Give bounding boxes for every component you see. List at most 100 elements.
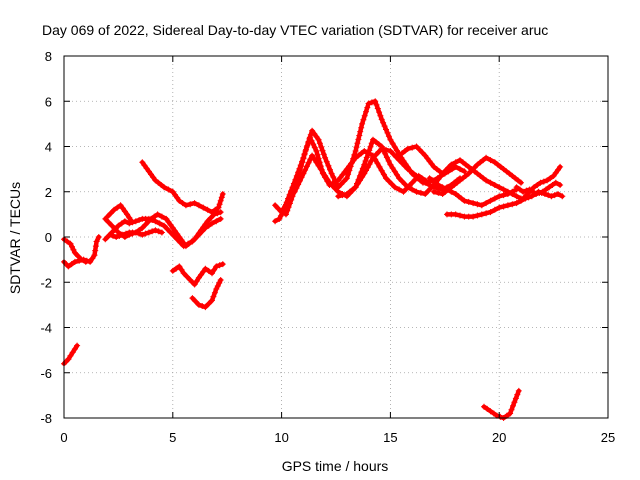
plus-marker [389, 165, 396, 171]
plus-marker [399, 178, 405, 185]
plus-marker [365, 150, 371, 157]
plus-marker [93, 238, 100, 245]
plus-marker [439, 170, 446, 177]
plus-marker [383, 146, 389, 153]
plus-marker [391, 168, 398, 175]
plus-marker [444, 186, 450, 193]
plus-marker [555, 191, 561, 197]
plus-marker [457, 166, 463, 173]
plus-marker [161, 184, 168, 191]
plus-marker [537, 179, 544, 186]
plus-marker [478, 202, 485, 209]
plus-marker [370, 154, 376, 161]
plus-marker [142, 221, 149, 228]
plus-marker [487, 179, 494, 186]
plus-marker [487, 408, 494, 415]
plus-marker [396, 186, 403, 193]
plus-marker [361, 112, 368, 119]
plus-marker [387, 136, 394, 143]
plus-marker [327, 166, 333, 173]
y-tick-label: 8 [45, 49, 52, 64]
plus-marker [367, 143, 374, 150]
plus-marker [128, 218, 135, 225]
plus-marker [74, 342, 81, 349]
plus-marker [346, 167, 353, 174]
plus-marker [145, 218, 152, 225]
data-series [426, 175, 520, 209]
plus-marker [213, 263, 220, 270]
plus-marker [549, 182, 556, 188]
plus-marker [207, 214, 214, 221]
plus-marker [509, 201, 516, 208]
plus-marker [487, 157, 494, 164]
plus-marker [301, 151, 308, 158]
plus-marker [202, 265, 209, 272]
plus-marker [318, 144, 325, 150]
plus-marker [114, 204, 121, 211]
plus-marker [360, 116, 367, 123]
plus-marker [513, 184, 520, 191]
plus-marker [299, 159, 306, 166]
plus-marker [75, 253, 82, 260]
plus-marker [195, 301, 202, 308]
plus-marker [118, 220, 125, 227]
plus-marker [65, 356, 72, 363]
plus-marker [383, 175, 389, 182]
plus-marker [112, 226, 119, 233]
plus-marker [217, 197, 224, 204]
plus-marker [391, 144, 398, 150]
plus-marker [409, 179, 416, 186]
plus-marker [528, 193, 535, 200]
plus-marker [404, 184, 411, 191]
plus-marker [314, 151, 321, 158]
plus-marker [512, 395, 519, 402]
plus-marker [515, 387, 522, 394]
plus-marker [216, 262, 223, 269]
plus-marker [413, 143, 420, 150]
plus-marker [491, 206, 498, 213]
plus-marker [303, 144, 310, 150]
plus-marker [348, 159, 355, 166]
plus-marker [200, 204, 207, 211]
plus-marker [538, 189, 545, 196]
plus-marker [193, 278, 200, 285]
plus-marker [154, 211, 161, 218]
plus-marker [363, 154, 370, 161]
plus-marker [404, 145, 411, 152]
plus-marker [378, 145, 385, 152]
plus-marker [167, 229, 174, 236]
plus-marker [213, 218, 220, 225]
plus-marker [78, 256, 85, 263]
plus-marker [387, 161, 394, 168]
plus-marker [417, 189, 424, 196]
data-series [104, 202, 135, 225]
plus-marker [396, 175, 403, 182]
plus-marker [378, 116, 385, 123]
plus-marker [368, 99, 375, 106]
plus-marker [288, 196, 295, 203]
plus-marker [165, 186, 172, 193]
plus-marker [330, 174, 337, 180]
plus-marker [483, 210, 490, 217]
plus-marker [278, 209, 285, 216]
plus-marker [298, 163, 305, 170]
plus-marker [389, 140, 396, 147]
plus-marker [425, 188, 432, 194]
plus-marker [158, 213, 165, 220]
plus-marker [291, 185, 298, 192]
y-tick-label: -8 [40, 411, 52, 426]
plus-marker [115, 222, 122, 229]
plus-marker [377, 112, 384, 119]
plus-marker [285, 204, 292, 211]
plus-marker [359, 120, 366, 127]
plus-marker [413, 188, 420, 195]
plus-marker [504, 202, 511, 209]
plus-marker [176, 263, 183, 270]
plus-marker [465, 170, 472, 177]
plus-marker [139, 231, 146, 238]
data-series [396, 143, 524, 202]
y-tick-label: 4 [45, 140, 52, 155]
plus-marker [119, 231, 126, 238]
plus-marker [353, 144, 360, 151]
plus-marker [292, 182, 299, 188]
